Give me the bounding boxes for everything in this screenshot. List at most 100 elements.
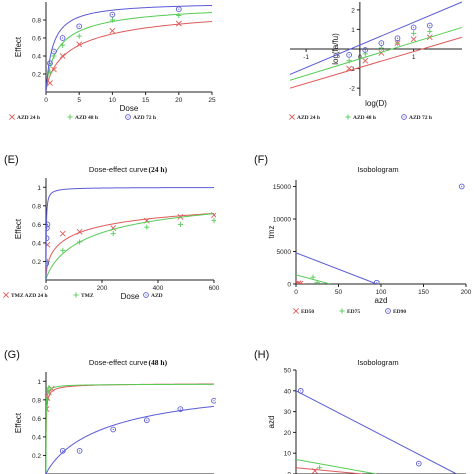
data-point-dot bbox=[62, 37, 64, 39]
series-azd-72-h bbox=[290, 1, 463, 75]
data-point bbox=[46, 225, 50, 231]
y-tick-label: 0.2 bbox=[32, 453, 41, 460]
x-axis-label: azd bbox=[375, 296, 388, 305]
x-tick-label: 25 bbox=[208, 97, 216, 104]
series-line bbox=[290, 36, 463, 89]
data-point bbox=[51, 66, 57, 73]
y-tick-label: 2 bbox=[351, 7, 355, 14]
legend-marker bbox=[401, 114, 407, 120]
y-tick-label: 1 bbox=[37, 379, 41, 386]
y-tick-label: 0.4 bbox=[32, 434, 41, 441]
data-point bbox=[46, 241, 51, 247]
data-point bbox=[46, 235, 50, 242]
data-point bbox=[59, 230, 66, 237]
data-point bbox=[76, 23, 83, 30]
legend-label: AZD 48 h bbox=[75, 115, 98, 121]
y-tick-label: 20 bbox=[284, 430, 292, 437]
series-ed50 bbox=[296, 280, 305, 284]
x-tick-label: 10 bbox=[109, 97, 117, 104]
series-red bbox=[46, 383, 215, 474]
legend-marker bbox=[125, 114, 131, 120]
data-point bbox=[299, 280, 304, 284]
series-green bbox=[46, 383, 215, 474]
x-axis-label: Dose bbox=[120, 104, 139, 113]
y-tick-label: 0.6 bbox=[32, 36, 41, 43]
data-point-dot bbox=[46, 227, 48, 229]
series-tmz-azd-24-h bbox=[46, 212, 216, 280]
data-point-dot bbox=[178, 8, 180, 10]
y-tick-label: 10 bbox=[284, 451, 292, 458]
chart-title: Dose-effect curve(48 h) bbox=[89, 358, 168, 367]
y-tick-label: 0.2 bbox=[32, 72, 41, 79]
legend-label: AZD bbox=[151, 293, 163, 299]
panel-label: (E) bbox=[4, 154, 19, 166]
data-point-dot bbox=[49, 62, 51, 64]
data-point bbox=[211, 397, 216, 404]
data-point-dot bbox=[213, 400, 215, 402]
data-point-dot bbox=[300, 390, 302, 392]
y-axis-label: azd bbox=[267, 416, 276, 429]
data-point-dot bbox=[348, 54, 350, 56]
y-tick-label: 5000 bbox=[277, 249, 292, 256]
x-tick-label: 100 bbox=[376, 289, 387, 296]
chart-E: (E) Dose-effect curve(24 h) 0 200 400 600 0.2 0… bbox=[3, 154, 220, 301]
series-ed75 bbox=[296, 274, 331, 284]
data-point-dot bbox=[62, 450, 64, 452]
y-axis-label: log(fa/fu) bbox=[331, 33, 340, 65]
chart-title-main: Isobologram bbox=[357, 165, 398, 174]
data-point-dot bbox=[78, 25, 80, 27]
data-point-dot bbox=[79, 450, 81, 452]
data-point-dot bbox=[413, 26, 415, 29]
legend-marker bbox=[293, 308, 299, 314]
series-line bbox=[46, 4, 213, 92]
y-tick-label: 50 bbox=[284, 368, 292, 375]
legend-marker bbox=[143, 292, 149, 298]
chart-title-main: Dose-effect curve bbox=[89, 358, 148, 367]
legend-marker bbox=[9, 114, 15, 120]
y-tick-label: 0.8 bbox=[32, 397, 41, 404]
series-azd-48-h bbox=[46, 12, 213, 92]
chart-title: Dose-effect curve(24 h) bbox=[89, 165, 168, 174]
series-azd-48-h bbox=[290, 26, 463, 81]
x-axis-label: Dose bbox=[121, 292, 140, 301]
series-blue bbox=[296, 387, 457, 474]
legend-label: AZD 24 h bbox=[17, 115, 40, 121]
y-tick-label: 1 bbox=[37, 185, 41, 192]
x-tick-label: 50 bbox=[335, 289, 343, 296]
series-line bbox=[46, 383, 215, 474]
x-tick-label: 5 bbox=[77, 97, 81, 104]
series-azd-24-h bbox=[290, 34, 463, 89]
x-tick-label: 20 bbox=[175, 97, 183, 104]
x-tick-label: 1 bbox=[412, 54, 416, 61]
chart-title: Isobologram bbox=[357, 165, 398, 174]
series-tmz bbox=[46, 213, 216, 280]
series-azd bbox=[46, 187, 215, 280]
data-point-dot bbox=[46, 262, 47, 264]
x-tick-label: 15 bbox=[142, 97, 150, 104]
series-azd-72-h bbox=[46, 4, 213, 92]
plot-area bbox=[290, 1, 463, 89]
data-point-dot bbox=[179, 408, 181, 410]
legend-marker-dot bbox=[403, 116, 405, 118]
plot-area bbox=[296, 387, 457, 474]
series-azd-24-h bbox=[46, 20, 213, 92]
legend-marker-dot bbox=[127, 116, 129, 118]
legend-label: AZD 72 h bbox=[133, 115, 156, 121]
data-point bbox=[346, 65, 353, 72]
y-tick-label: 10000 bbox=[273, 217, 291, 224]
data-point-dot bbox=[396, 37, 399, 39]
y-tick-label: -2 bbox=[349, 86, 355, 93]
data-point bbox=[410, 24, 417, 31]
series-line bbox=[46, 187, 215, 280]
x-tick-label: -1 bbox=[303, 54, 309, 61]
series-line bbox=[46, 213, 215, 280]
legend-label: TMZ bbox=[81, 293, 94, 299]
y-tick-label: 0.8 bbox=[32, 18, 41, 25]
data-point bbox=[51, 48, 57, 55]
data-point bbox=[362, 47, 369, 53]
y-tick-label: 0.4 bbox=[32, 54, 41, 61]
data-point bbox=[415, 460, 422, 467]
data-point bbox=[378, 49, 385, 56]
legend-label: AZD 24 h bbox=[297, 115, 320, 121]
x-axis-label: log(D) bbox=[365, 99, 387, 108]
